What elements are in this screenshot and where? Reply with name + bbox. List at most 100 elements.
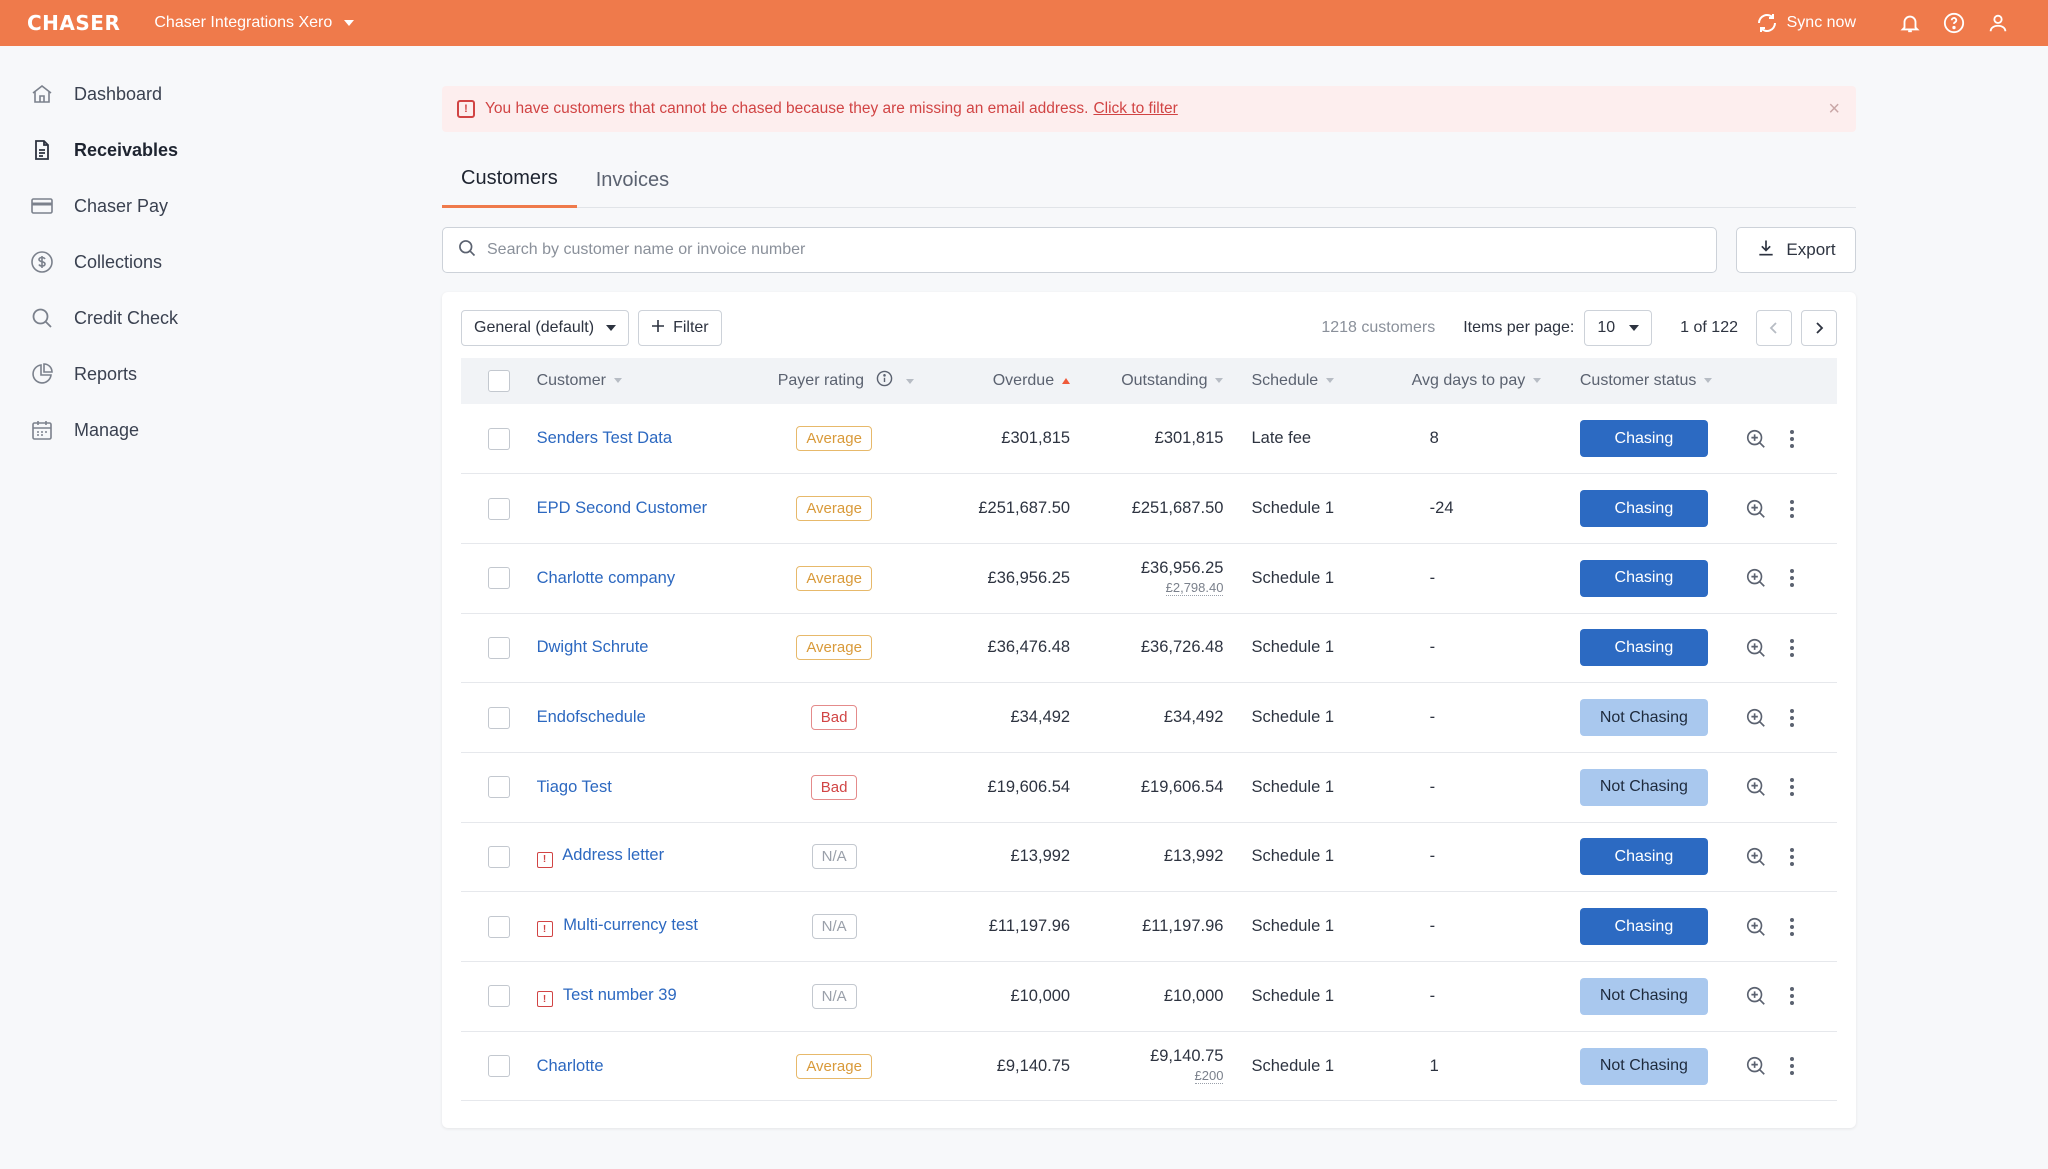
status-button[interactable]: Not Chasing [1579, 699, 1708, 737]
schedule-name: Schedule 1 [1251, 777, 1335, 796]
more-options-icon[interactable] [1789, 708, 1794, 727]
tab-customers[interactable]: Customers [442, 152, 577, 208]
status-button[interactable]: Chasing [1579, 490, 1708, 528]
outstanding-amount: £36,956.25 [1140, 559, 1224, 578]
search-box [442, 227, 1717, 273]
row-checkbox[interactable] [487, 985, 510, 1008]
row-checkbox[interactable] [487, 1055, 510, 1078]
outstanding-sub-amount[interactable]: £200 [1194, 1068, 1224, 1085]
sync-now-button[interactable]: Sync now [1755, 11, 1856, 35]
zoom-in-icon[interactable] [1745, 776, 1767, 798]
export-button[interactable]: Export [1736, 227, 1856, 273]
status-button[interactable]: Chasing [1579, 838, 1708, 876]
status-button[interactable]: Chasing [1579, 908, 1708, 946]
sidebar-item-collections[interactable]: Collections [0, 234, 420, 290]
customer-link[interactable]: Charlotte [536, 1056, 604, 1075]
more-options-icon[interactable] [1789, 778, 1794, 797]
zoom-in-icon[interactable] [1745, 707, 1767, 729]
more-options-icon[interactable] [1789, 429, 1794, 448]
sidebar-item-label: Dashboard [74, 83, 163, 104]
filter-button[interactable]: Filter [638, 310, 722, 346]
user-icon[interactable] [1986, 11, 2010, 35]
status-button[interactable]: Not Chasing [1579, 977, 1708, 1015]
prev-page-button[interactable] [1756, 310, 1792, 346]
status-button[interactable]: Chasing [1579, 629, 1708, 667]
customer-link[interactable]: Charlotte company [536, 568, 676, 587]
bell-icon[interactable] [1898, 11, 1922, 35]
row-checkbox[interactable] [487, 776, 510, 799]
alert-filter-link[interactable]: Click to filter [1093, 100, 1178, 117]
overdue-amount: £36,476.48 [987, 638, 1071, 657]
zoom-in-icon[interactable] [1745, 846, 1767, 868]
more-options-icon[interactable] [1789, 569, 1794, 588]
customer-link[interactable]: Multi-currency test [563, 915, 698, 934]
zoom-in-icon[interactable] [1745, 567, 1767, 589]
col-avg-days[interactable]: Avg days to pay [1402, 358, 1580, 404]
view-select[interactable]: General (default) [461, 310, 630, 346]
tab-invoices[interactable]: Invoices [595, 168, 670, 191]
search-input[interactable] [487, 241, 1621, 259]
select-all-checkbox[interactable] [487, 370, 510, 392]
more-options-icon[interactable] [1789, 638, 1794, 657]
customer-link[interactable]: Endofschedule [536, 708, 646, 727]
outstanding-sub-amount[interactable]: £2,798.40 [1165, 580, 1224, 597]
row-checkbox[interactable] [487, 567, 510, 590]
sidebar-item-label: Credit Check [74, 307, 179, 328]
org-switcher[interactable]: Chaser Integrations Xero [154, 14, 355, 32]
more-options-icon[interactable] [1789, 917, 1794, 936]
customer-link[interactable]: Senders Test Data [536, 429, 673, 448]
outstanding-amount: £34,492 [1163, 708, 1224, 727]
row-checkbox[interactable] [487, 706, 510, 729]
zoom-in-icon[interactable] [1745, 1055, 1767, 1077]
overdue-amount: £13,992 [1010, 847, 1071, 866]
schedule-name: Schedule 1 [1251, 917, 1335, 936]
sidebar-item-reports[interactable]: Reports [0, 346, 420, 402]
payer-rating-badge: Bad [810, 774, 858, 800]
filter-label: Filter [673, 319, 709, 336]
row-checkbox[interactable] [487, 845, 510, 868]
app-logo[interactable]: CHASER [27, 11, 121, 35]
status-button[interactable]: Chasing [1579, 559, 1708, 597]
col-status[interactable]: Customer status [1580, 358, 1745, 404]
col-customer[interactable]: Customer [537, 358, 768, 404]
customer-link[interactable]: Address letter [562, 846, 665, 865]
zoom-in-icon[interactable] [1745, 498, 1767, 520]
more-options-icon[interactable] [1789, 987, 1794, 1006]
payer-rating-badge: Bad [810, 705, 858, 731]
row-checkbox[interactable] [487, 636, 510, 659]
sidebar-item-manage[interactable]: Manage [0, 402, 420, 458]
sort-icon [1533, 378, 1542, 384]
payer-rating-badge: Average [796, 635, 872, 661]
customer-link[interactable]: Tiago Test [536, 777, 612, 796]
help-icon[interactable] [1942, 11, 1966, 35]
col-schedule[interactable]: Schedule [1223, 358, 1401, 404]
row-checkbox[interactable] [487, 915, 510, 938]
customer-link[interactable]: EPD Second Customer [536, 499, 708, 518]
table-row: ! Multi-currency test N/A £11,197.96 £11… [461, 892, 1837, 962]
sidebar-item-chaser-pay[interactable]: Chaser Pay [0, 178, 420, 234]
status-button[interactable]: Chasing [1579, 420, 1708, 458]
zoom-in-icon[interactable] [1745, 428, 1767, 450]
row-checkbox[interactable] [487, 427, 510, 450]
items-per-page-select[interactable]: 10 [1584, 310, 1653, 346]
next-page-button[interactable] [1801, 310, 1837, 346]
more-options-icon[interactable] [1789, 499, 1794, 518]
more-options-icon[interactable] [1789, 1057, 1794, 1076]
zoom-in-icon[interactable] [1745, 985, 1767, 1007]
customer-link[interactable]: Dwight Schrute [536, 638, 649, 657]
status-button[interactable]: Not Chasing [1579, 1047, 1708, 1085]
sidebar-item-credit-check[interactable]: Credit Check [0, 290, 420, 346]
col-overdue[interactable]: Overdue [941, 358, 1071, 404]
sidebar-item-dashboard[interactable]: Dashboard [0, 66, 420, 122]
col-outstanding[interactable]: Outstanding [1070, 358, 1224, 404]
table-row: Charlotte company Average £36,956.25 £36… [461, 543, 1837, 614]
row-checkbox[interactable] [487, 497, 510, 520]
zoom-in-icon[interactable] [1745, 916, 1767, 938]
customer-link[interactable]: Test number 39 [562, 985, 677, 1004]
zoom-in-icon[interactable] [1745, 637, 1767, 659]
more-options-icon[interactable] [1789, 847, 1794, 866]
col-payer-rating[interactable]: Payer rating [768, 358, 941, 404]
sidebar-item-receivables[interactable]: Receivables [0, 122, 420, 178]
status-button[interactable]: Not Chasing [1579, 768, 1708, 806]
close-icon[interactable]: × [1828, 97, 1840, 120]
